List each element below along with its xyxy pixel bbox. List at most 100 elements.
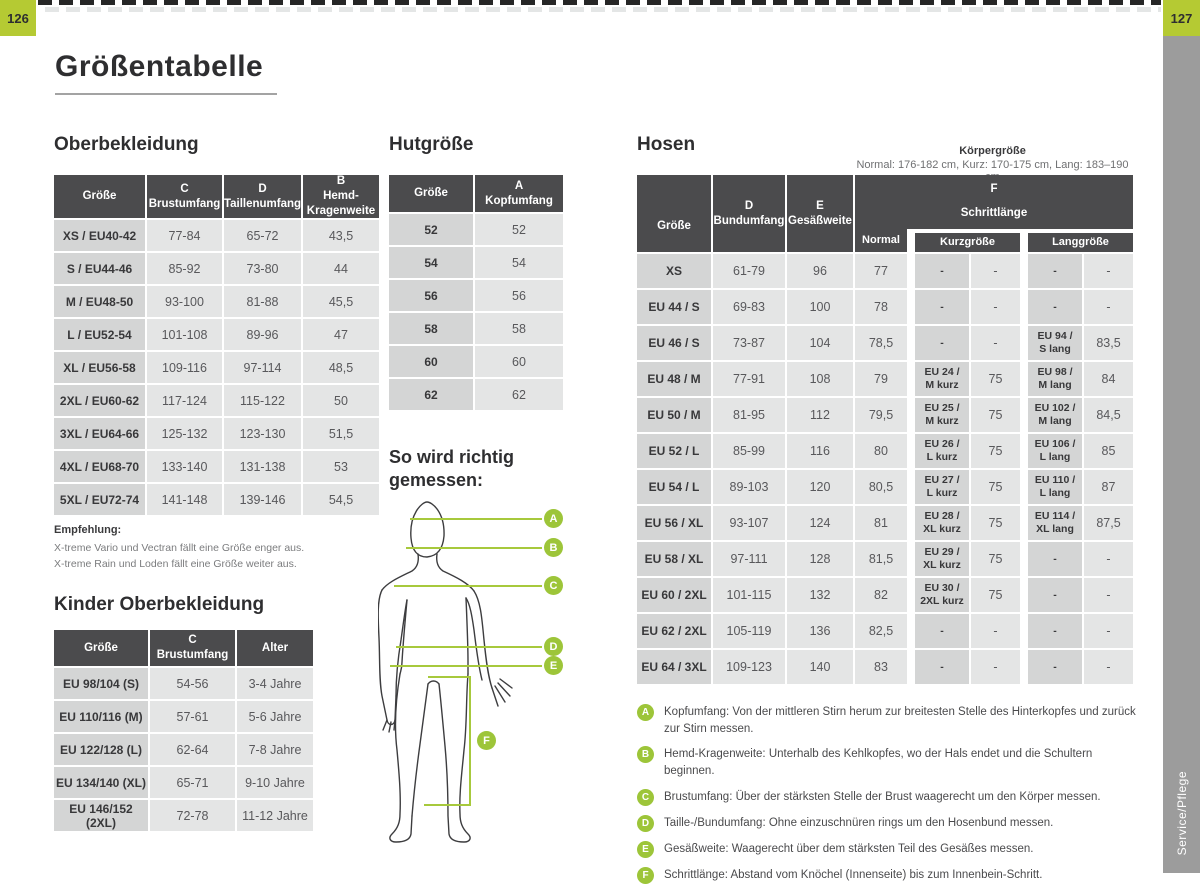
value-cell: 141-148 [147,484,222,515]
value-cell: 65-72 [224,220,301,251]
table-row: 60 60 [389,346,565,377]
kinder-heading: Kinder Oberbekleidung [54,594,265,615]
value-cell: - [1084,614,1133,648]
value-cell: 75 [971,470,1020,504]
value-cell: 61-79 [713,254,785,288]
legend-item: C Brustumfang: Über der stärksten Stelle … [637,788,1137,806]
section-sidebar: Service/Pflege [1163,36,1200,873]
alt-size-cell: - [915,326,969,360]
value-cell: 120 [787,470,853,504]
alt-size-cell: - [1028,290,1082,324]
size-cell: 3XL / EU64-66 [54,418,145,449]
header-cell: B Hemd- Kragenweite [303,175,379,218]
value-cell: 78,5 [855,326,907,360]
table-row: 62 62 [389,379,565,410]
legend-badge-c: C [637,788,654,806]
value-cell: 53 [303,451,379,482]
size-cell: S / EU44-46 [54,253,145,284]
legend-item: E Gesäßweite: Waagerecht über dem stärkst… [637,840,1137,858]
size-cell: EU 58 / XL [637,542,711,576]
value-cell: 100 [787,290,853,324]
legend-badge-e: E [637,840,654,858]
value-cell: 136 [787,614,853,648]
table-row: 2XL / EU60-62 117-124 115-122 50 [54,385,381,416]
value-cell: 9-10 Jahre [237,767,313,798]
measure-bracket-f-top [428,676,471,678]
value-cell: - [971,326,1020,360]
value-cell: 112 [787,398,853,432]
value-cell: 83 [855,650,907,684]
value-cell: 79 [855,362,907,396]
table-row: M / EU48-50 93-100 81-88 45,5 [54,286,381,317]
alt-size-cell: - [915,614,969,648]
alt-size-cell: - [915,650,969,684]
alt-size-cell: - [915,290,969,324]
size-cell: EU 60 / 2XL [637,578,711,612]
cut-marks [38,0,1161,13]
value-cell: 60 [475,346,563,377]
alt-size-cell: EU 106 / L lang [1028,434,1082,468]
alt-size-cell: EU 114 / XL lang [1028,506,1082,540]
value-cell: 108 [787,362,853,396]
size-cell: EU 122/128 (L) [54,734,148,765]
value-cell: 5-6 Jahre [237,701,313,732]
marker-badge-e: E [544,656,563,675]
table-row: EU 146/152 (2XL) 72-78 11-12 Jahre [54,800,315,831]
hosen-header-bundumfang: D Bundumfang [713,175,785,252]
size-cell: EU 50 / M [637,398,711,432]
legend-text: Kopfumfang: Von der mittleren Stirn heru… [664,706,1136,735]
measure-line-a [410,518,542,520]
alt-size-cell: EU 29 / XL kurz [915,542,969,576]
alt-size-cell: EU 27 / L kurz [915,470,969,504]
value-cell: 69-83 [713,290,785,324]
value-cell: 3-4 Jahre [237,668,313,699]
value-cell: 50 [303,385,379,416]
size-cell: 54 [389,247,473,278]
body-figure [378,501,513,843]
size-cell: 62 [389,379,473,410]
header-cell: Größe [54,175,145,218]
value-cell: 47 [303,319,379,350]
value-cell: - [971,254,1020,288]
value-cell: 73-87 [713,326,785,360]
alt-size-cell: - [1028,650,1082,684]
size-cell: XS / EU40-42 [54,220,145,251]
value-cell: 85-99 [713,434,785,468]
table-row: 5XL / EU72-74 141-148 139-146 54,5 [54,484,381,515]
note-line: X-treme Rain und Loden fällt eine Größe … [54,558,297,571]
value-cell: 93-100 [147,286,222,317]
value-cell: 78 [855,290,907,324]
value-cell: 75 [971,542,1020,576]
size-cell: EU 134/140 (XL) [54,767,148,798]
table-row: XS / EU40-42 77-84 65-72 43,5 [54,220,381,251]
value-cell: 124 [787,506,853,540]
value-cell: 101-108 [147,319,222,350]
page-number-right: 127 [1163,0,1200,36]
size-cell: EU 146/152 (2XL) [54,800,148,831]
value-cell: 52 [475,214,563,245]
hosen-header-kurzgroesse: Kurzgröße [915,233,1020,252]
table-row: 58 58 [389,313,565,344]
value-cell: 93-107 [713,506,785,540]
value-cell: 128 [787,542,853,576]
legend-badge-b: B [637,746,654,764]
value-cell: - [971,650,1020,684]
hosen-header-f-label: Schrittlänge [960,206,1028,219]
value-cell: 45,5 [303,286,379,317]
value-cell: 82,5 [855,614,907,648]
alt-size-cell: - [915,254,969,288]
note-line: X-treme Vario und Vectran fällt eine Grö… [54,542,305,555]
value-cell: 48,5 [303,352,379,383]
legend-badge-f: F [637,866,654,884]
measure-bracket-f-vertical [469,676,471,806]
value-cell: 82 [855,578,907,612]
value-cell: 80,5 [855,470,907,504]
marker-badge-f: F [477,731,496,750]
alt-size-cell: EU 98 / M lang [1028,362,1082,396]
value-cell: 62-64 [150,734,235,765]
marker-badge-a: A [544,509,563,528]
value-cell: 54,5 [303,484,379,515]
legend-item: A Kopfumfang: Von der mittleren Stirn her… [637,704,1137,737]
size-cell: EU 62 / 2XL [637,614,711,648]
value-cell: - [971,614,1020,648]
